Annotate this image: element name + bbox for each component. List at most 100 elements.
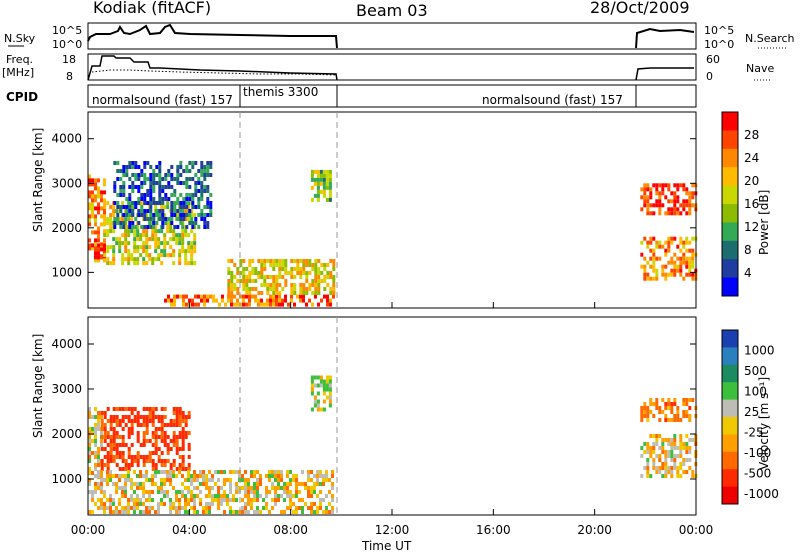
heat-cell bbox=[670, 418, 674, 422]
heat-cell bbox=[160, 261, 164, 266]
heat-cell bbox=[688, 418, 692, 422]
heat-cell bbox=[134, 161, 138, 165]
heat-cell bbox=[187, 498, 190, 502]
nave-tick-low: 0 bbox=[706, 70, 713, 83]
heat-cell bbox=[151, 498, 154, 502]
heat-cell bbox=[122, 169, 126, 173]
heat-cell bbox=[97, 427, 100, 431]
heat-cell bbox=[248, 271, 252, 275]
heat-cell bbox=[244, 470, 247, 474]
heat-cell bbox=[139, 233, 143, 238]
heat-cell bbox=[97, 419, 100, 423]
heat-cell bbox=[649, 276, 653, 281]
heat-cell bbox=[197, 169, 201, 173]
heat-cell bbox=[679, 446, 683, 450]
heat-cell bbox=[151, 431, 155, 435]
heat-cell bbox=[208, 490, 211, 494]
heat-cell bbox=[682, 252, 686, 257]
heat-cell bbox=[245, 294, 248, 299]
heat-cell bbox=[181, 415, 185, 419]
heat-cell bbox=[322, 510, 325, 514]
heat-cell bbox=[272, 294, 275, 299]
heat-cell bbox=[194, 173, 198, 177]
heat-cell bbox=[646, 195, 650, 200]
heat-cell bbox=[244, 510, 247, 514]
heat-cell bbox=[679, 260, 683, 265]
heat-cell bbox=[682, 244, 686, 249]
heat-cell bbox=[131, 173, 135, 177]
heat-cell bbox=[161, 209, 165, 213]
heat-cell bbox=[263, 302, 266, 307]
heat-cell bbox=[319, 383, 323, 388]
colorbar-swatch bbox=[722, 204, 738, 223]
heat-cell bbox=[145, 490, 148, 494]
heat-cell bbox=[211, 474, 214, 478]
heat-cell bbox=[133, 498, 136, 502]
heat-cell bbox=[182, 302, 185, 307]
heat-cell bbox=[298, 506, 301, 510]
heat-cell bbox=[136, 455, 140, 459]
heat-cell bbox=[200, 185, 204, 189]
heat-cell bbox=[113, 221, 117, 225]
heat-cell bbox=[275, 302, 278, 307]
heat-cell bbox=[652, 203, 656, 208]
heat-cell bbox=[124, 245, 128, 250]
heat-cell bbox=[121, 427, 125, 431]
heat-cell bbox=[139, 470, 142, 474]
heat-cell bbox=[94, 258, 97, 263]
heat-cell bbox=[118, 237, 122, 242]
heat-cell bbox=[194, 205, 198, 209]
heat-cell bbox=[172, 439, 176, 443]
heat-cell bbox=[643, 276, 647, 281]
heat-cell bbox=[691, 248, 695, 253]
heat-cell bbox=[667, 398, 671, 402]
heat-cell bbox=[295, 510, 298, 514]
heat-cell bbox=[227, 271, 231, 275]
heat-cell bbox=[682, 260, 686, 265]
heat-cell bbox=[272, 298, 275, 303]
heat-cell bbox=[119, 221, 123, 225]
heat-cell bbox=[173, 193, 177, 197]
heat-cell bbox=[673, 402, 677, 406]
heat-cell bbox=[172, 463, 176, 467]
heat-cell bbox=[97, 447, 100, 451]
freq-tick-low: 8 bbox=[66, 70, 73, 83]
heat-cell bbox=[106, 249, 110, 254]
heat-cell bbox=[146, 217, 150, 221]
heat-cell bbox=[254, 294, 257, 299]
heat-cell bbox=[296, 294, 299, 299]
heat-cell bbox=[149, 165, 153, 169]
heat-cell bbox=[190, 257, 194, 262]
heat-cell bbox=[143, 217, 147, 221]
heat-cell bbox=[91, 206, 94, 211]
heat-cell bbox=[185, 185, 189, 189]
heat-cell bbox=[130, 229, 134, 234]
heat-cell bbox=[133, 245, 137, 250]
heat-cell bbox=[260, 291, 264, 295]
heat-cell bbox=[112, 443, 116, 447]
heat-cell bbox=[88, 415, 91, 419]
heat-cell bbox=[163, 463, 167, 467]
heat-cell bbox=[139, 510, 142, 514]
heat-cell bbox=[314, 294, 317, 299]
heat-cell bbox=[151, 478, 154, 482]
freq-unit-label: [MHz] bbox=[2, 66, 34, 79]
heat-cell bbox=[121, 467, 125, 471]
heat-cell bbox=[100, 490, 103, 494]
heat-cell bbox=[193, 510, 196, 514]
heat-cell bbox=[106, 451, 110, 455]
heat-cell bbox=[307, 490, 310, 494]
heat-cell bbox=[127, 451, 131, 455]
heat-cell bbox=[163, 502, 166, 506]
heat-cell bbox=[260, 283, 264, 287]
heat-cell bbox=[179, 193, 183, 197]
heat-cell bbox=[151, 229, 155, 234]
heat-cell bbox=[173, 213, 177, 217]
heat-cell bbox=[325, 474, 328, 478]
heat-cell bbox=[130, 419, 134, 423]
heat-cell bbox=[128, 185, 132, 189]
heat-cell bbox=[175, 233, 179, 238]
heat-cell bbox=[211, 502, 214, 506]
heat-cell bbox=[673, 272, 677, 277]
heat-cell bbox=[325, 387, 329, 392]
